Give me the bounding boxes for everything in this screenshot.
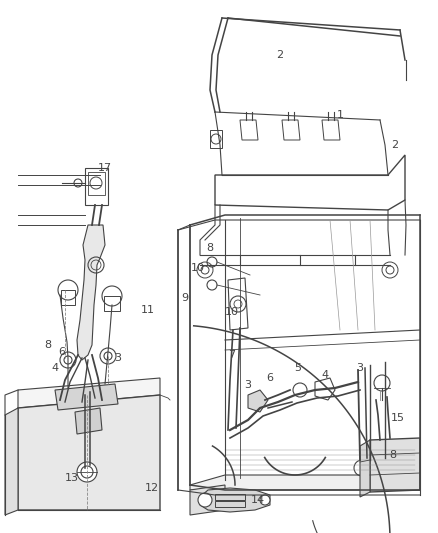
Circle shape [259, 495, 269, 505]
Polygon shape [18, 395, 159, 510]
Circle shape [60, 352, 76, 368]
Text: 4: 4 [51, 363, 58, 373]
Polygon shape [5, 408, 18, 515]
Text: 3: 3 [114, 353, 121, 363]
Circle shape [100, 348, 116, 364]
Circle shape [198, 493, 212, 507]
Text: 13: 13 [65, 473, 79, 483]
Text: 8: 8 [206, 243, 213, 253]
Polygon shape [55, 384, 118, 410]
Text: 1: 1 [336, 110, 343, 120]
Polygon shape [247, 390, 267, 412]
Text: 6: 6 [58, 347, 65, 357]
Circle shape [373, 375, 389, 391]
Text: 3: 3 [356, 363, 363, 373]
Polygon shape [190, 485, 225, 515]
Text: 2: 2 [276, 50, 283, 60]
Text: 5: 5 [294, 363, 301, 373]
Polygon shape [200, 488, 269, 512]
Text: 11: 11 [141, 305, 155, 315]
Text: 10: 10 [191, 263, 205, 273]
Text: 6: 6 [266, 373, 273, 383]
Text: 10: 10 [225, 307, 238, 317]
Text: 9: 9 [181, 293, 188, 303]
Text: 4: 4 [321, 370, 328, 380]
Text: 3: 3 [244, 380, 251, 390]
Polygon shape [75, 408, 102, 434]
Circle shape [58, 280, 78, 300]
Text: 14: 14 [251, 495, 265, 505]
Text: 8: 8 [44, 340, 51, 350]
Polygon shape [359, 440, 369, 497]
Polygon shape [190, 475, 419, 490]
Text: 12: 12 [145, 483, 159, 493]
Polygon shape [77, 225, 105, 360]
Text: 8: 8 [389, 450, 396, 460]
Text: 15: 15 [390, 413, 404, 423]
Polygon shape [18, 378, 159, 408]
Text: 17: 17 [98, 163, 112, 173]
Circle shape [77, 462, 97, 482]
Circle shape [102, 286, 122, 306]
Polygon shape [369, 438, 419, 492]
Text: 2: 2 [391, 140, 398, 150]
Text: 7: 7 [228, 350, 235, 360]
